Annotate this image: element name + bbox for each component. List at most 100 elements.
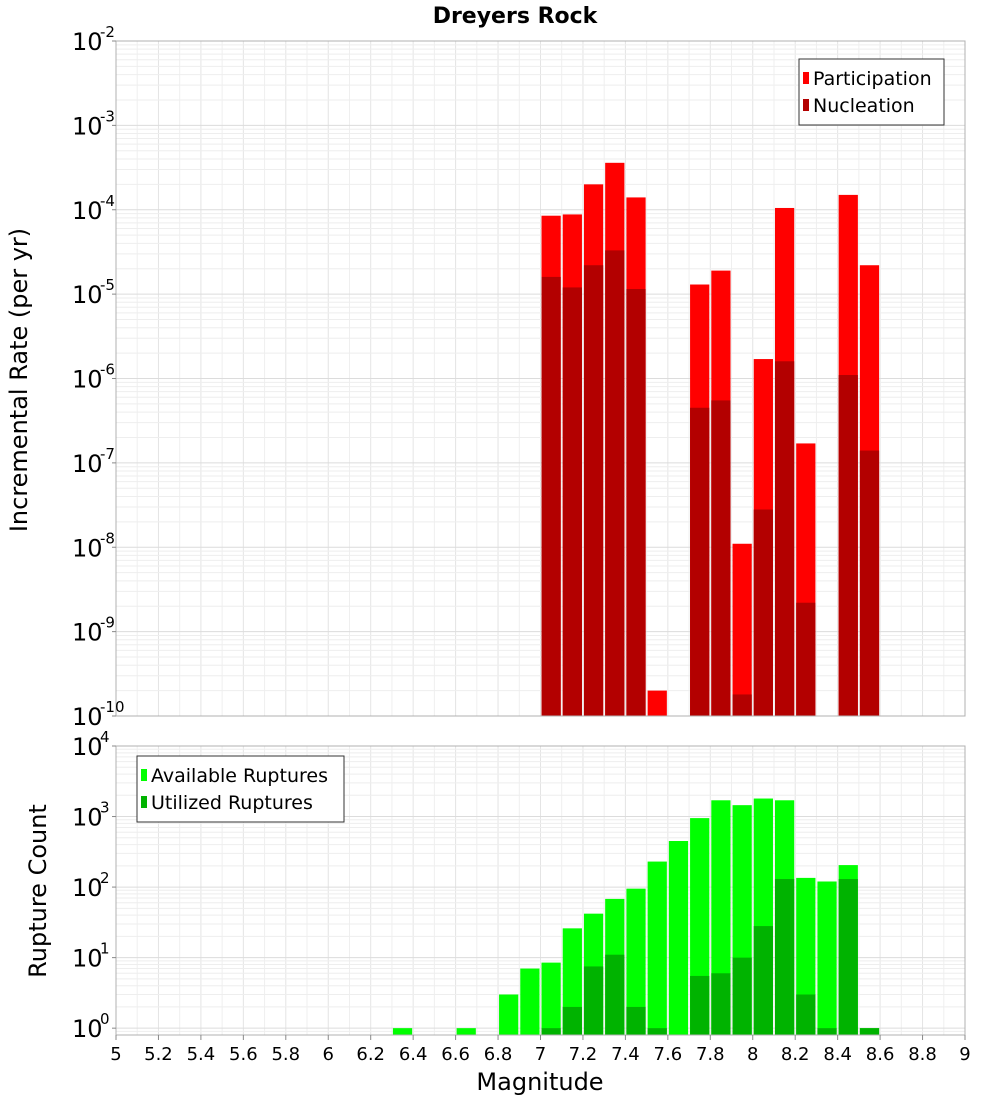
bottom-legend-swatch-1 [141, 796, 147, 808]
bottom-bar-1-5 [647, 1028, 667, 1035]
top-ytick-base-3: 10 [72, 450, 103, 478]
bottom-bar-1-4 [626, 1006, 646, 1035]
bottom-bar-1-14 [859, 1028, 880, 1035]
xtick-label-6: 6.2 [356, 1044, 385, 1065]
bottom-bar-1-12 [817, 1028, 837, 1035]
top-ytick-base-2: 10 [72, 534, 103, 562]
xtick-label-13: 7.6 [654, 1044, 683, 1065]
xtick-label-4: 5.8 [271, 1044, 300, 1065]
bottom-bar-1-9 [753, 926, 773, 1035]
top-ytick-base-7: 10 [72, 112, 103, 140]
bottom-ytick-exp-2: 2 [100, 869, 110, 887]
xtick-label-14: 7.8 [696, 1044, 725, 1065]
xtick-label-10: 7 [535, 1044, 546, 1065]
bottom-bar-1-3 [605, 954, 625, 1035]
xtick-label-12: 7.4 [611, 1044, 640, 1065]
top-ytick-base-5: 10 [72, 281, 103, 309]
top-ytick-exp-3: -7 [100, 445, 115, 463]
bottom-bar-1-1 [562, 1006, 582, 1035]
bottom-bar-0-8 [626, 888, 646, 1035]
top-bar-1-7 [732, 694, 752, 716]
top-bar-1-6 [711, 400, 731, 716]
top-bar-1-3 [605, 250, 625, 717]
top-bar-1-1 [562, 287, 582, 716]
top-ytick-base-8: 10 [72, 28, 103, 56]
top-ytick-exp-5: -5 [100, 276, 115, 294]
top-ytick-exp-1: -9 [100, 614, 115, 632]
top-bar-1-4 [626, 289, 646, 716]
top-legend: Participation Nucleation [798, 58, 945, 126]
bottom-y-axis-label: Rupture Count [24, 804, 52, 978]
xtick-label-9: 6.8 [484, 1044, 513, 1065]
bottom-ytick-base-4: 10 [72, 733, 103, 761]
bottom-legend-swatch-0 [141, 769, 147, 781]
top-bars [541, 162, 880, 717]
bottom-bar-1-8 [732, 957, 752, 1035]
top-bar-0-8 [732, 543, 752, 716]
xtick-label-15: 8 [747, 1044, 758, 1065]
bottom-bar-1-7 [711, 973, 731, 1035]
x-ticks: 5 5.2 5.4 5.6 5.8 6 6.2 6.4 6.6 6.8 7 7.2 7.4 7.6 7.8 8… [110, 1035, 971, 1065]
bottom-bar-0-0 [392, 1028, 413, 1035]
bottom-bar-1-2 [583, 966, 604, 1035]
bottom-bar-0-4 [541, 962, 561, 1035]
bottom-ytick-exp-0: 0 [100, 1010, 110, 1028]
bottom-bar-1-6 [690, 975, 710, 1035]
top-bar-1-9 [774, 361, 795, 716]
bottom-ytick-base-0: 10 [72, 1015, 103, 1043]
top-ytick-exp-2: -8 [100, 529, 115, 547]
bottom-bar-0-9 [647, 861, 667, 1035]
chart-title: Dreyers Rock [433, 4, 599, 29]
bottom-bar-0-17 [817, 881, 837, 1035]
bottom-ytick-exp-3: 3 [100, 799, 110, 817]
bottom-bar-0-1 [456, 1028, 476, 1035]
xtick-label-20: 9 [959, 1044, 970, 1065]
xtick-label-11: 7.2 [569, 1044, 598, 1065]
top-ytick-exp-8: -2 [100, 23, 115, 41]
bottom-bar-0-10 [668, 841, 689, 1035]
bottom-bar-0-2 [499, 994, 519, 1035]
bottom-legend: Available Ruptures Utilized Ruptures [136, 755, 345, 823]
bottom-ytick-base-2: 10 [72, 874, 103, 902]
bottom-bar-1-0 [541, 1028, 561, 1035]
xtick-label-1: 5.2 [144, 1044, 173, 1065]
xtick-label-0: 5 [110, 1044, 121, 1065]
bottom-bar-1-11 [796, 994, 816, 1035]
bottom-legend-label-0: Available Ruptures [151, 765, 328, 787]
top-bar-1-10 [796, 602, 816, 716]
xtick-label-7: 6.4 [399, 1044, 428, 1065]
xtick-label-16: 8.2 [781, 1044, 810, 1065]
x-axis-label: Magnitude [476, 1068, 603, 1096]
xtick-label-19: 8.8 [908, 1044, 937, 1065]
bottom-ytick-base-1: 10 [72, 945, 103, 973]
top-legend-box [798, 58, 945, 126]
top-ytick-exp-6: -4 [100, 192, 115, 210]
bottom-legend-label-1: Utilized Ruptures [151, 792, 313, 814]
top-bar-1-11 [838, 375, 858, 716]
xtick-label-2: 5.4 [187, 1044, 216, 1065]
top-bar-1-2 [583, 265, 604, 716]
top-ytick-base-0: 10 [72, 703, 103, 731]
xtick-label-8: 6.6 [441, 1044, 470, 1065]
top-bar-0-5 [647, 690, 667, 716]
bottom-gridlines [115, 746, 966, 1036]
top-ytick-exp-0: -10 [100, 698, 125, 716]
top-legend-swatch-1 [803, 99, 809, 111]
top-ytick-base-4: 10 [72, 366, 103, 394]
top-ytick-exp-7: -3 [100, 107, 115, 125]
top-bar-1-12 [859, 450, 880, 716]
xtick-label-5: 6 [323, 1044, 334, 1065]
xtick-label-18: 8.6 [866, 1044, 895, 1065]
xtick-label-3: 5.6 [229, 1044, 258, 1065]
top-bar-1-5 [690, 407, 710, 716]
top-gridlines [115, 41, 966, 717]
bottom-ytick-base-3: 10 [72, 804, 103, 832]
top-ytick-exp-4: -6 [100, 361, 115, 379]
top-legend-swatch-0 [803, 72, 809, 84]
top-ytick-base-6: 10 [72, 197, 103, 225]
top-ytick-base-1: 10 [72, 619, 103, 647]
bottom-bar-0-3 [520, 968, 540, 1035]
top-bar-1-0 [541, 276, 561, 716]
